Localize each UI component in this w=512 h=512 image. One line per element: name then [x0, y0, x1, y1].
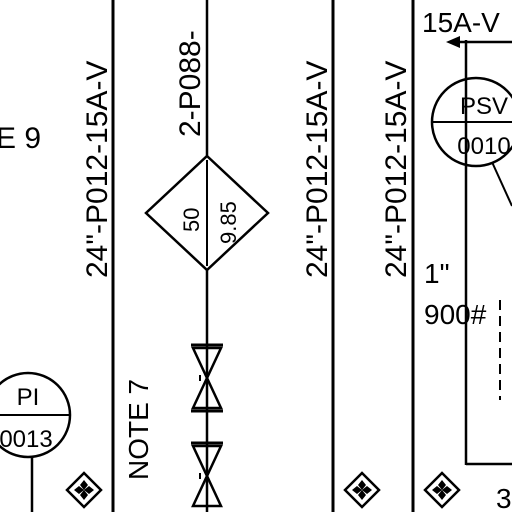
pi-function: PI	[17, 384, 40, 411]
line-number-1: 24"-P012-15A-V	[81, 61, 114, 278]
pi-tag: 0013	[0, 426, 53, 453]
psv-rating-label: 900#	[424, 299, 487, 330]
line-number-2: 24"-P012-15A-V	[301, 61, 334, 278]
spec-break-diamond-icon	[343, 471, 381, 509]
gate-valve-icon	[191, 441, 223, 508]
pressure-indicator: PI 0013	[0, 371, 72, 512]
psv-function: PSV	[460, 93, 508, 120]
line-number-branch: 2-P088-	[174, 30, 207, 137]
diamond-top-value: 50	[179, 208, 204, 232]
pressure-safety-valve: PSV 0010	[430, 76, 512, 207]
partial-note-left: E 9	[0, 122, 41, 155]
flow-arrow-icon	[446, 36, 460, 48]
line-number-3: 24"-P012-15A-V	[380, 61, 413, 278]
note-7-label: NOTE 7	[123, 379, 154, 480]
spec-break-diamond-icon	[65, 471, 103, 509]
psv-size-label: 1"	[424, 258, 450, 289]
diamond-bottom-value: 9.85	[216, 201, 241, 244]
line-number-top-right: 15A-V	[422, 7, 500, 38]
diamond-box	[144, 154, 270, 272]
gate-valve-icon	[191, 343, 223, 413]
psv-tag: 0010	[457, 133, 510, 160]
bottom-right-digit: 3	[496, 483, 512, 512]
spec-break-diamond-icon	[423, 471, 461, 509]
